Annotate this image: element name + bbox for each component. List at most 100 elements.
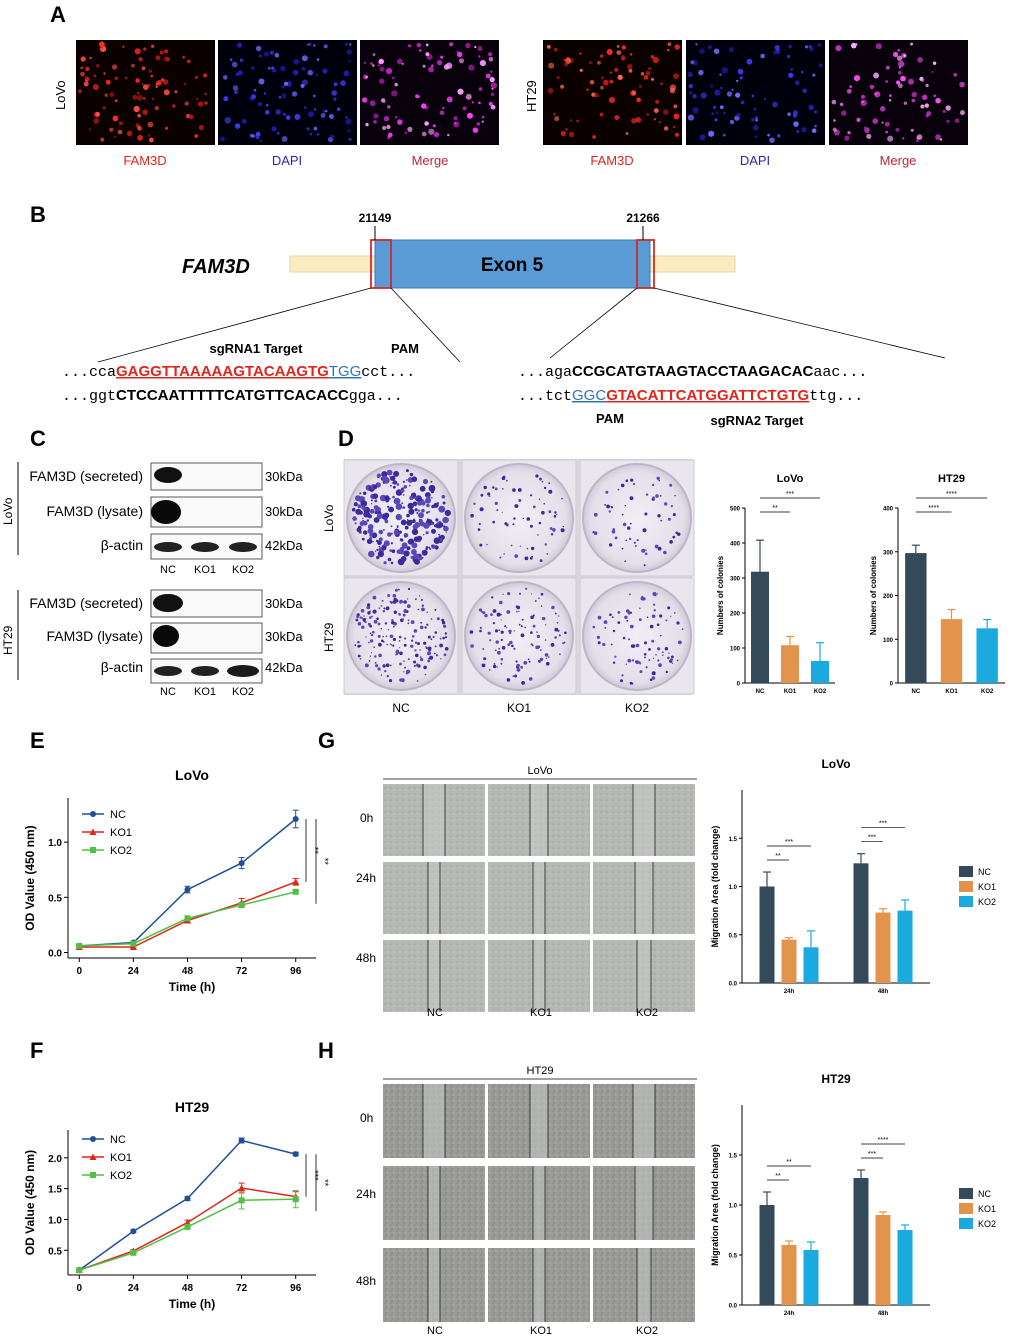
cell-dots-ht29-fam3d xyxy=(546,42,680,139)
y-tick-label: 0.5 xyxy=(729,1254,738,1260)
cell-dot xyxy=(224,117,231,124)
colony-dot xyxy=(671,655,674,659)
colony-dot xyxy=(519,545,522,547)
colony-dot xyxy=(546,661,550,666)
bar xyxy=(940,619,963,683)
x-tick-label: KO2 xyxy=(814,689,827,695)
blot-row-label: FAM3D (secreted) xyxy=(29,595,143,611)
colony-dot xyxy=(434,631,438,634)
colony-dot xyxy=(541,510,545,515)
colony-dot xyxy=(518,623,521,626)
colony-dot xyxy=(381,600,384,602)
cell-dot xyxy=(594,93,599,98)
cell-dot xyxy=(281,85,286,89)
cell-dot xyxy=(711,112,714,115)
cell-dot xyxy=(614,115,620,120)
cell-dot xyxy=(313,44,316,47)
colony-dot xyxy=(419,649,421,651)
cell-dot xyxy=(860,94,866,99)
colony-dot xyxy=(357,512,360,515)
colony-dot xyxy=(427,646,432,651)
cell-dot xyxy=(151,97,155,101)
colony-dot xyxy=(393,470,400,477)
cell-dot xyxy=(93,117,100,124)
cell-dot xyxy=(250,133,254,138)
cell-dot xyxy=(379,78,385,84)
blot-band xyxy=(229,542,257,552)
seq1-top-pre: ...cca xyxy=(62,364,116,381)
colony-dot xyxy=(473,502,476,505)
colony-dot xyxy=(407,539,413,545)
colony-dot xyxy=(677,532,681,536)
colony-dot xyxy=(416,680,419,682)
cell-dot xyxy=(187,59,191,64)
cell-dot xyxy=(369,100,376,107)
colony-dot xyxy=(401,487,404,490)
cell-dot xyxy=(488,101,493,106)
wound-gap xyxy=(423,784,445,856)
cell-dot xyxy=(653,108,659,113)
colony-dot xyxy=(428,510,431,513)
colony-dot xyxy=(410,620,415,624)
cell-dot xyxy=(373,113,379,119)
colony-dot xyxy=(528,660,531,663)
colony-dot xyxy=(400,488,405,493)
cell-line-label-ht29: HT29 xyxy=(524,80,539,112)
colony-dot xyxy=(373,517,380,523)
cell-dot xyxy=(660,82,663,85)
cell-dot xyxy=(437,60,443,66)
colony-dot xyxy=(562,642,565,645)
colony-dot xyxy=(373,619,378,624)
kda-label: 30kDa xyxy=(265,469,303,484)
data-point xyxy=(238,1197,245,1204)
wound-gap xyxy=(633,784,655,856)
cell-dot xyxy=(663,126,669,131)
colony-dot xyxy=(512,675,515,678)
colony-dot xyxy=(539,477,542,481)
cell-dot xyxy=(954,118,960,123)
colony-dot xyxy=(383,540,390,547)
petri-dish xyxy=(464,581,574,691)
seq1-bottom-pre: ...ggt xyxy=(62,388,116,405)
colony-dot xyxy=(649,678,653,682)
panel-letter-b: B xyxy=(30,202,46,227)
colony-dot xyxy=(625,479,629,483)
cell-dot xyxy=(920,104,925,109)
colony-dot xyxy=(520,625,523,628)
colony-dot xyxy=(652,592,657,596)
cell-dot xyxy=(136,91,140,95)
cell-dot xyxy=(627,63,633,70)
colony-dot xyxy=(519,592,521,595)
cell-dot xyxy=(897,49,900,52)
cell-dot xyxy=(408,44,412,48)
cell-dots-ht29-merge xyxy=(831,42,965,143)
cell-dot xyxy=(856,117,861,122)
colony-dot xyxy=(515,504,519,508)
colony-dot xyxy=(663,550,667,555)
cell-dot xyxy=(362,97,368,103)
significance-label: ** xyxy=(772,505,778,512)
cell-dot xyxy=(301,55,308,62)
significance-label: *** xyxy=(879,821,887,828)
colony-dot xyxy=(357,622,362,626)
colony-dot xyxy=(378,642,382,647)
colony-dot xyxy=(363,491,367,495)
colony-dot xyxy=(537,534,539,536)
cell-dot xyxy=(751,118,755,122)
petri-dish xyxy=(464,463,574,573)
colony-dot xyxy=(482,648,485,650)
cell-dot xyxy=(946,119,950,123)
cell-dot xyxy=(165,126,168,130)
colony-dot xyxy=(378,537,383,542)
colony-dot xyxy=(414,641,418,644)
blot-cell-line-lovo: LoVo xyxy=(1,497,15,525)
colony-dot xyxy=(390,561,394,565)
colony-dot xyxy=(399,647,401,649)
colony-dot xyxy=(373,646,375,648)
colony-dot xyxy=(669,483,673,487)
cell-dot xyxy=(302,79,308,86)
colony-dot xyxy=(403,671,405,673)
cell-dot xyxy=(569,131,575,138)
cell-dot xyxy=(896,80,901,85)
cell-dot xyxy=(606,49,613,55)
